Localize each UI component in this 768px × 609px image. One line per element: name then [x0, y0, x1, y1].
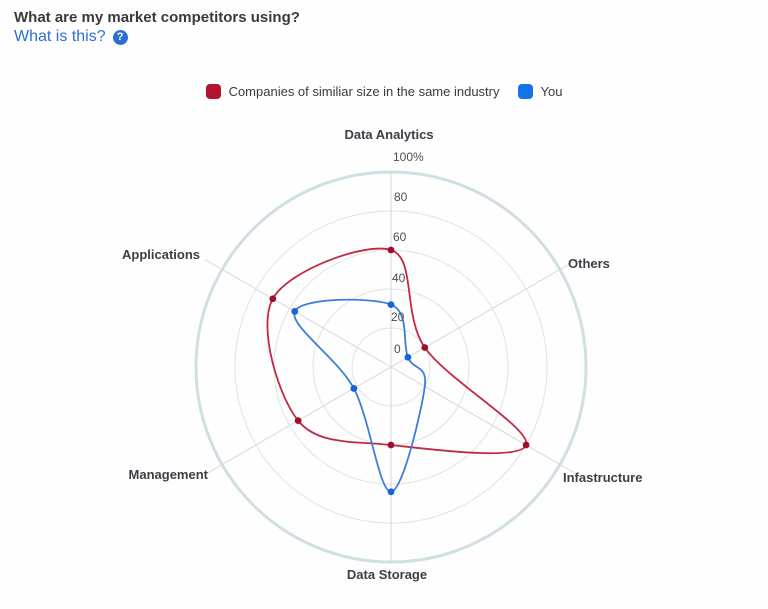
- radial-tick-40: 40: [392, 271, 406, 285]
- axis-label-management: Management: [128, 467, 208, 482]
- question-circle-icon[interactable]: ?: [112, 29, 128, 45]
- legend-item-you[interactable]: You: [517, 84, 563, 99]
- axis-label-data-storage: Data Storage: [346, 567, 428, 582]
- page-title: What are my market competitors using?: [14, 9, 300, 26]
- radial-tick-0: 0: [394, 342, 401, 356]
- radial-tick-80: 80: [394, 190, 408, 204]
- chart-legend: Companies of similiar size in the same i…: [0, 84, 768, 99]
- help-row: What is this? ?: [14, 28, 128, 46]
- axis-label-data-analytics: Data Analytics: [344, 127, 434, 142]
- radial-tick-20: 20: [391, 310, 405, 324]
- legend-item-companies[interactable]: Companies of similiar size in the same i…: [205, 84, 500, 99]
- what-is-this-link[interactable]: What is this?: [14, 28, 106, 45]
- question-glyph: ?: [116, 30, 124, 43]
- axis-label-others: Others: [568, 256, 610, 271]
- legend-label-you: You: [540, 84, 563, 99]
- radial-tick-100: 100%: [393, 150, 424, 164]
- axis-label-infastructure: Infastructure: [563, 470, 643, 485]
- legend-label-companies: Companies of similiar size in the same i…: [228, 84, 500, 99]
- legend-swatch-you-icon: [517, 84, 533, 99]
- radial-tick-60: 60: [393, 230, 407, 244]
- legend-swatch-companies-icon: [205, 84, 221, 99]
- axis-label-applications: Applications: [121, 247, 200, 262]
